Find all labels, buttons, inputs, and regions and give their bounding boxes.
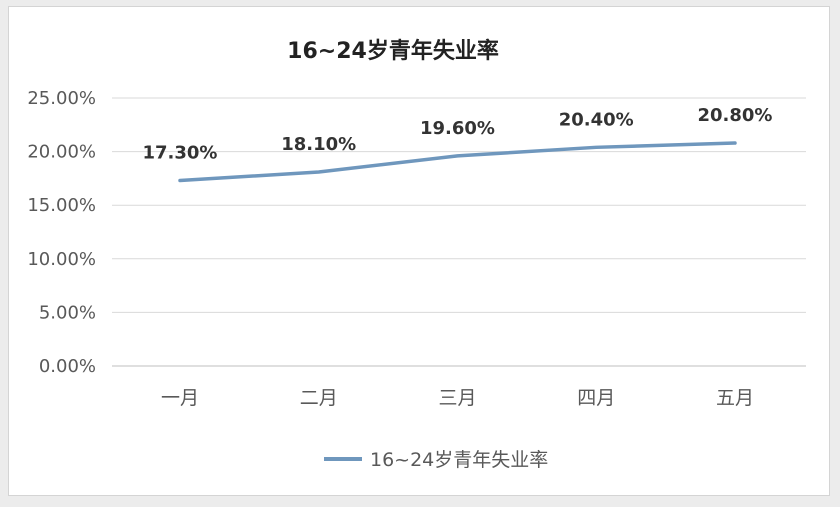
x-tick-label-2: 三月: [438, 387, 476, 409]
data-label-0: 17.30%: [143, 143, 218, 164]
y-tick-label-2: 10.00%: [27, 249, 96, 270]
y-tick-label-0: 0.00%: [39, 356, 96, 377]
data-label-2: 19.60%: [420, 118, 495, 139]
gridlines: [112, 97, 806, 367]
y-axis-ticks: 0.00% 5.00% 10.00% 15.00% 20.00% 25.00%: [27, 88, 96, 377]
series-line: [178, 141, 737, 183]
y-tick-label-1: 5.00%: [39, 302, 96, 323]
series-layer: [178, 141, 737, 183]
legend: 16~24岁青年失业率: [324, 449, 548, 471]
x-axis-ticks: 一月 二月 三月 四月 五月: [161, 387, 754, 409]
data-labels: 17.30% 18.10% 19.60% 20.40% 20.80%: [143, 105, 773, 164]
x-tick-label-1: 二月: [300, 387, 338, 409]
x-tick-label-3: 四月: [577, 387, 615, 409]
chart-title: 16~24岁青年失业率: [287, 38, 499, 64]
legend-label: 16~24岁青年失业率: [370, 449, 548, 471]
y-tick-label-3: 15.00%: [27, 195, 96, 216]
y-tick-label-5: 25.00%: [27, 88, 96, 109]
x-tick-label-4: 五月: [716, 387, 754, 409]
y-tick-label-4: 20.00%: [27, 142, 96, 163]
data-label-1: 18.10%: [281, 134, 356, 155]
x-tick-label-0: 一月: [161, 387, 199, 409]
data-label-4: 20.80%: [698, 105, 773, 126]
data-label-3: 20.40%: [559, 109, 634, 130]
chart-card: [8, 6, 830, 496]
